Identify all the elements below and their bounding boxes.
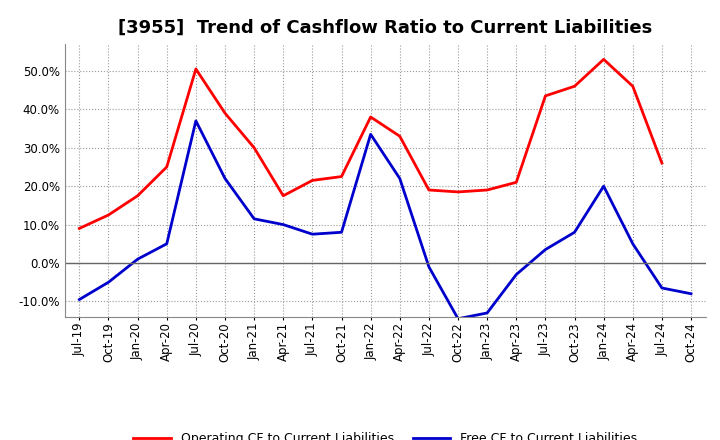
Operating CF to Current Liabilities [104, 213, 113, 218]
Free CF to Current Liabilities [75, 297, 84, 302]
Operating CF to Current Liabilities [308, 178, 317, 183]
Line: Operating CF to Current Liabilities: Operating CF to Current Liabilities [79, 59, 662, 228]
Operating CF to Current Liabilities [337, 174, 346, 179]
Free CF to Current Liabilities [104, 279, 113, 285]
Operating CF to Current Liabilities [133, 193, 142, 198]
Operating CF to Current Liabilities [279, 193, 287, 198]
Free CF to Current Liabilities [337, 230, 346, 235]
Free CF to Current Liabilities [687, 291, 696, 297]
Operating CF to Current Liabilities [570, 84, 579, 89]
Operating CF to Current Liabilities [512, 180, 521, 185]
Free CF to Current Liabilities [366, 132, 375, 137]
Operating CF to Current Liabilities [425, 187, 433, 193]
Free CF to Current Liabilities [220, 176, 229, 181]
Free CF to Current Liabilities [250, 216, 258, 221]
Operating CF to Current Liabilities [657, 161, 666, 166]
Free CF to Current Liabilities [570, 230, 579, 235]
Operating CF to Current Liabilities [599, 57, 608, 62]
Free CF to Current Liabilities [599, 183, 608, 189]
Operating CF to Current Liabilities [75, 226, 84, 231]
Operating CF to Current Liabilities [163, 164, 171, 169]
Free CF to Current Liabilities [133, 257, 142, 262]
Free CF to Current Liabilities [541, 247, 550, 252]
Legend: Operating CF to Current Liabilities, Free CF to Current Liabilities: Operating CF to Current Liabilities, Fre… [128, 427, 642, 440]
Title: [3955]  Trend of Cashflow Ratio to Current Liabilities: [3955] Trend of Cashflow Ratio to Curren… [118, 19, 652, 37]
Free CF to Current Liabilities [308, 231, 317, 237]
Free CF to Current Liabilities [425, 264, 433, 269]
Operating CF to Current Liabilities [395, 134, 404, 139]
Free CF to Current Liabilities [192, 118, 200, 124]
Free CF to Current Liabilities [657, 286, 666, 291]
Free CF to Current Liabilities [279, 222, 287, 227]
Operating CF to Current Liabilities [366, 114, 375, 120]
Free CF to Current Liabilities [163, 241, 171, 246]
Free CF to Current Liabilities [454, 316, 462, 321]
Free CF to Current Liabilities [512, 272, 521, 277]
Free CF to Current Liabilities [395, 176, 404, 181]
Operating CF to Current Liabilities [483, 187, 492, 193]
Operating CF to Current Liabilities [454, 189, 462, 194]
Operating CF to Current Liabilities [220, 110, 229, 116]
Operating CF to Current Liabilities [250, 145, 258, 150]
Operating CF to Current Liabilities [192, 66, 200, 72]
Free CF to Current Liabilities [483, 310, 492, 315]
Free CF to Current Liabilities [629, 241, 637, 246]
Operating CF to Current Liabilities [629, 84, 637, 89]
Operating CF to Current Liabilities [541, 93, 550, 99]
Line: Free CF to Current Liabilities: Free CF to Current Liabilities [79, 121, 691, 319]
